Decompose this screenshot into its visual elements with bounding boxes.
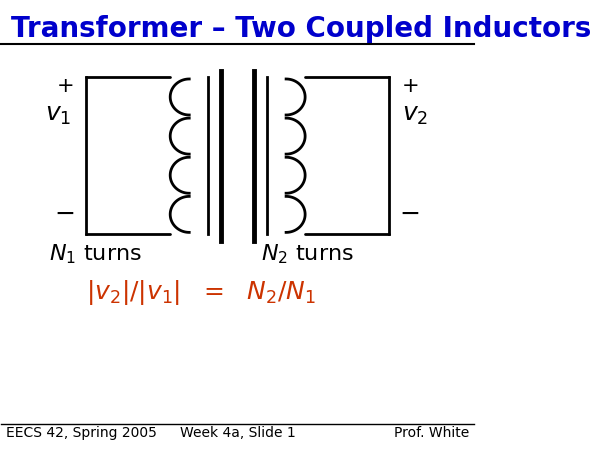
Text: −: − bbox=[55, 202, 76, 226]
Text: $v_2$: $v_2$ bbox=[402, 104, 428, 127]
Text: $N_2$ turns: $N_2$ turns bbox=[261, 242, 354, 266]
Text: EECS 42, Spring 2005: EECS 42, Spring 2005 bbox=[6, 426, 157, 440]
Text: −: − bbox=[400, 202, 421, 226]
Text: Week 4a, Slide 1: Week 4a, Slide 1 bbox=[180, 426, 296, 440]
Text: +: + bbox=[56, 76, 74, 96]
Text: +: + bbox=[401, 76, 419, 96]
Text: $|v_2|/|v_1|$  $=$  $N_2/N_1$: $|v_2|/|v_1|$ $=$ $N_2/N_1$ bbox=[86, 278, 316, 306]
Text: Transformer – Two Coupled Inductors: Transformer – Two Coupled Inductors bbox=[11, 15, 591, 43]
Text: $v_1$: $v_1$ bbox=[45, 104, 71, 127]
Text: $N_1$ turns: $N_1$ turns bbox=[49, 242, 142, 266]
Text: Prof. White: Prof. White bbox=[394, 426, 469, 440]
